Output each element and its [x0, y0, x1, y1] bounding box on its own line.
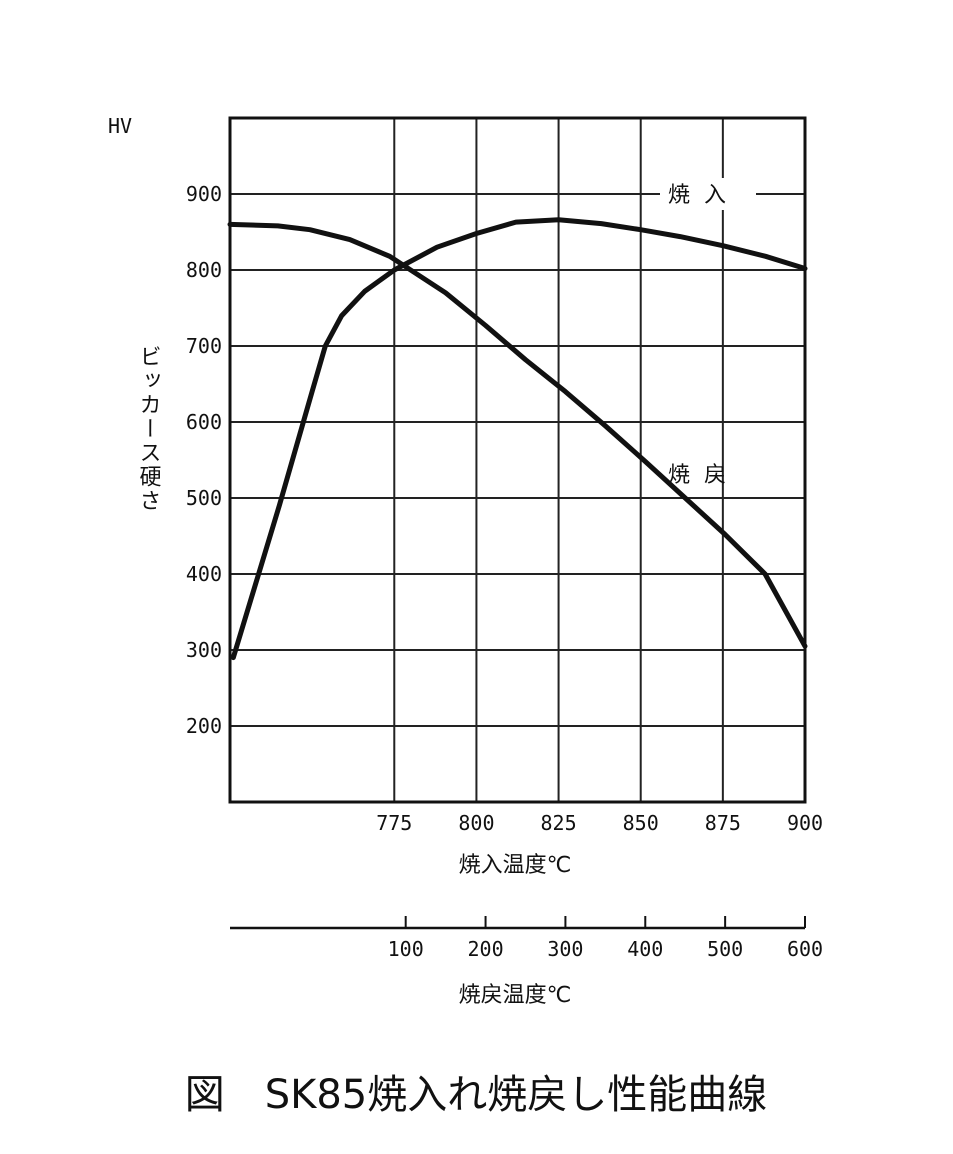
x-tick-labels: 775 800 825 850 875 900 [376, 811, 823, 835]
y-tick-label: 600 [186, 410, 222, 434]
x-tick-label: 775 [376, 811, 412, 835]
series-label-bg [660, 178, 756, 210]
x-tick-label: 900 [787, 811, 823, 835]
series-label: 焼入 [668, 183, 740, 208]
y-tick-label: 300 [186, 638, 222, 662]
x2-tick-label: 500 [707, 937, 743, 961]
y-tick-labels: 200 300 400 500 600 700 800 900 [186, 182, 222, 738]
x-tick-label: 875 [705, 811, 741, 835]
x2-tick-label: 600 [787, 937, 823, 961]
y-tick-label: 900 [186, 182, 222, 206]
x2-tick-label: 400 [627, 937, 663, 961]
x2-tick-label: 300 [547, 937, 583, 961]
x2-tick-label: 100 [388, 937, 424, 961]
y-unit-label: HV [108, 114, 132, 138]
temper-axis: 100 200 300 400 500 600 [230, 916, 823, 961]
x-tick-label: 850 [623, 811, 659, 835]
plot-frame [228, 116, 807, 804]
y-axis-label: ビッカース硬さ [136, 345, 162, 513]
x2-axis-label: 焼戻温度℃ [459, 983, 572, 1008]
x2-tick-label: 200 [467, 937, 503, 961]
y-tick-label: 500 [186, 486, 222, 510]
x-tick-label: 800 [458, 811, 494, 835]
x-tick-label: 825 [541, 811, 577, 835]
series-line-quench [230, 217, 808, 661]
series-label: 焼戻 [668, 463, 740, 488]
y-tick-label: 800 [186, 258, 222, 282]
y-tick-label: 700 [186, 334, 222, 358]
y-tick-label: 400 [186, 562, 222, 586]
x-axis-label: 焼入温度℃ [459, 853, 572, 878]
series-line-temper [227, 221, 808, 649]
y-tick-label: 200 [186, 714, 222, 738]
figure-caption: 図 SK85焼入れ焼戻し性能曲線 [185, 1072, 768, 1118]
